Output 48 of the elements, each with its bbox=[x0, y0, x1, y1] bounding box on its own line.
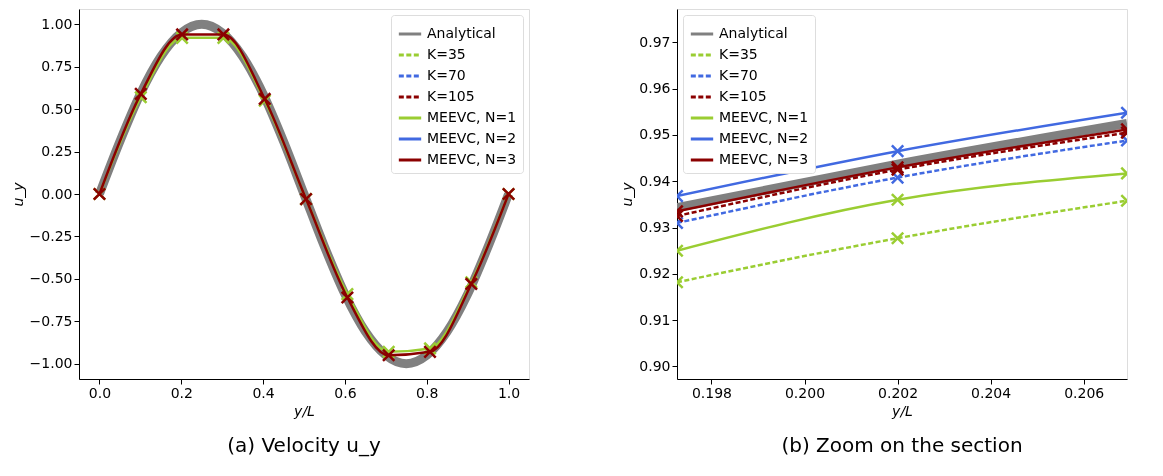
x-axis-title: y/L bbox=[293, 402, 315, 419]
y-tick-label: 0.97 bbox=[639, 33, 671, 50]
legend-label: K=70 bbox=[427, 67, 466, 83]
y-tick-label: 0.90 bbox=[639, 358, 671, 374]
x-tick-label: 0.202 bbox=[878, 384, 919, 401]
legend-label: MEEVC, N=1 bbox=[427, 109, 517, 125]
y-tick-label: 1.00 bbox=[41, 15, 73, 32]
legend-label: K=35 bbox=[719, 46, 758, 62]
legend-label: K=35 bbox=[427, 46, 466, 62]
y-tick-label: −0.25 bbox=[29, 227, 73, 244]
legend-label: MEEVC, N=3 bbox=[719, 151, 809, 167]
y-tick-label: 0.00 bbox=[41, 185, 73, 202]
y-tick-label: 0.91 bbox=[639, 311, 671, 328]
x-tick-label: 0.200 bbox=[784, 384, 826, 401]
y-tick-label: 0.93 bbox=[639, 219, 671, 236]
legend-label: K=105 bbox=[427, 88, 475, 104]
text: (b) Zoom on the section bbox=[781, 433, 1023, 457]
x-tick-label: 0.8 bbox=[416, 384, 439, 401]
y-tick-label: 0.25 bbox=[41, 143, 73, 160]
legend-label: Analytical bbox=[427, 25, 496, 41]
y-tick-label: −1.00 bbox=[29, 355, 73, 372]
legend-label: K=105 bbox=[719, 88, 767, 104]
x-tick-label: 0.0 bbox=[88, 384, 112, 401]
y-tick-label: 0.95 bbox=[639, 126, 671, 143]
legend-label: Analytical bbox=[719, 25, 788, 41]
y-tick-label: −0.50 bbox=[29, 270, 73, 287]
y-tick-label: 0.96 bbox=[639, 80, 671, 97]
x-tick-label: 0.206 bbox=[1064, 384, 1105, 401]
y-tick-label: 0.94 bbox=[639, 172, 671, 189]
x-tick-label: 0.198 bbox=[691, 384, 732, 401]
y-tick-label: 0.50 bbox=[41, 100, 73, 117]
legend-label: MEEVC, N=2 bbox=[427, 130, 517, 146]
x-tick-label: 0.204 bbox=[971, 384, 1012, 401]
text: (a) Velocity u_y bbox=[227, 433, 381, 457]
y-tick-label: 0.75 bbox=[41, 58, 73, 75]
x-tick-label: 0.2 bbox=[170, 384, 193, 401]
y-tick-label: −0.75 bbox=[29, 312, 73, 329]
y-axis-title: u_y bbox=[9, 181, 26, 207]
x-tick-label: 1.0 bbox=[497, 384, 521, 401]
legend-label: MEEVC, N=3 bbox=[427, 151, 517, 167]
legend-label: MEEVC, N=1 bbox=[719, 109, 809, 125]
x-tick-label: 0.4 bbox=[252, 384, 275, 401]
legend-label: K=70 bbox=[719, 67, 758, 83]
legend-label: MEEVC, N=2 bbox=[719, 130, 809, 146]
x-tick-label: 0.6 bbox=[334, 384, 357, 401]
y-axis-title: u_y bbox=[619, 181, 636, 207]
y-tick-label: 0.92 bbox=[639, 265, 671, 282]
x-axis-title: y/L bbox=[891, 402, 913, 419]
